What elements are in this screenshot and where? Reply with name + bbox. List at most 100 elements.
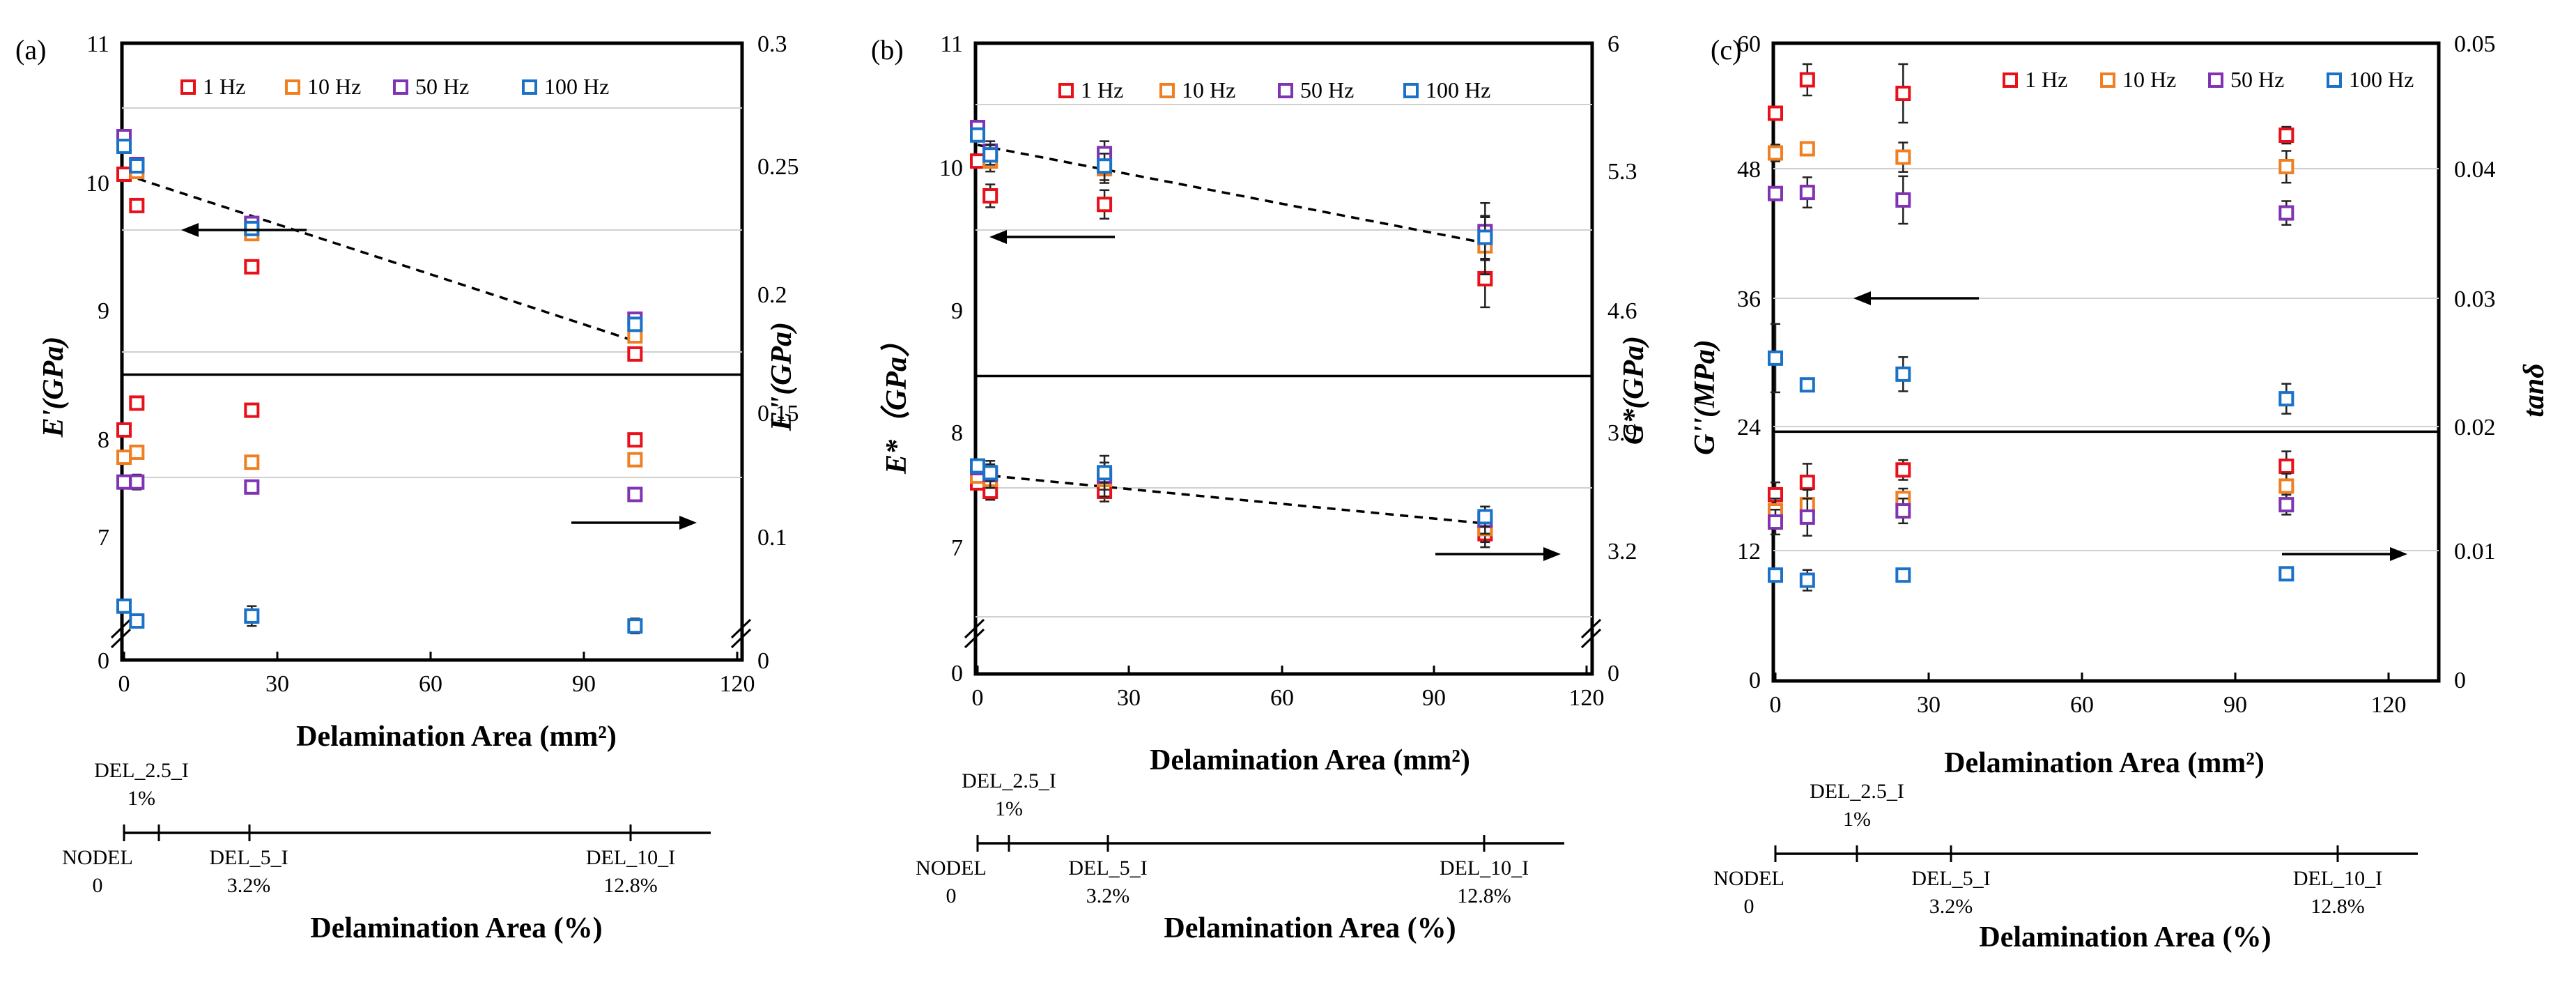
panel-a-right-ticks: 0.1 0.15 0.2 0.25 0.3 0 xyxy=(757,31,799,674)
data-point-100hz xyxy=(2278,566,2295,582)
x-tick-label: 30 xyxy=(1917,692,1941,718)
data-point-100hz xyxy=(627,618,643,634)
data-point-100hz xyxy=(1799,377,1815,393)
stage-name: DEL_10_I xyxy=(1440,857,1529,880)
data-point-100hz xyxy=(970,127,985,143)
stage-name: DEL_10_I xyxy=(586,846,675,869)
left-tick-label: 10 xyxy=(939,155,963,181)
data-point-100hz xyxy=(1477,229,1493,245)
data-point-100hz xyxy=(982,465,998,481)
panel-b-x-axis-label: Delamination Area (mm²) xyxy=(1150,744,1470,776)
x-tick-label: 120 xyxy=(2371,692,2407,718)
data-point-100hz xyxy=(129,613,145,629)
data-point-50hz xyxy=(129,474,145,490)
stage-value: 3.2% xyxy=(1929,895,1973,918)
data-point-100hz xyxy=(627,316,643,332)
stage-name: DEL_10_I xyxy=(2293,867,2382,890)
right-tick-label: 0.15 xyxy=(757,401,799,427)
left-tick-label: 7 xyxy=(98,525,109,551)
data-point-100hz xyxy=(244,608,260,624)
secondary-axis-label: Delamination Area (%) xyxy=(1979,921,2271,953)
x-tick-label: 60 xyxy=(419,671,442,697)
data-point-100hz xyxy=(116,598,132,614)
left-break-label: 0 xyxy=(951,661,963,686)
left-tick-label: 60 xyxy=(1737,31,1761,57)
stage-name: DEL_5_I xyxy=(1911,867,1990,890)
left-tick-label: 24 xyxy=(1737,415,1761,440)
data-point-1hz xyxy=(1097,197,1113,213)
left-tick-label: 11 xyxy=(940,31,963,57)
legend-swatch xyxy=(2208,72,2223,88)
panel-a-marks xyxy=(116,129,697,635)
left-tick-label: 9 xyxy=(98,298,109,324)
panel-c-legend: 1 Hz 10 Hz 50 Hz 100 Hz xyxy=(2003,67,2414,92)
right-tick-label: 4.6 xyxy=(1607,298,1637,324)
data-point-10hz xyxy=(627,452,643,468)
data-point-100hz xyxy=(982,147,998,163)
x-tick-label: 60 xyxy=(2070,692,2094,718)
data-point-100hz xyxy=(1477,509,1493,525)
x-tick-label: 60 xyxy=(1270,685,1294,711)
right-tick-label: 0.04 xyxy=(2454,157,2496,183)
legend-swatch xyxy=(1058,83,1074,98)
left-tick-label: 10 xyxy=(86,171,109,197)
data-point-1hz xyxy=(627,432,643,448)
axis-break-mark xyxy=(1580,618,1602,649)
stage-value: 12.8% xyxy=(1457,884,1511,907)
data-point-100hz xyxy=(970,458,985,474)
stage-value-del25: 1% xyxy=(995,797,1023,820)
data-point-1hz xyxy=(129,395,145,411)
panel-c: (c) 0 12 24 36 48 60 0 0.01 0.02 0.03 0.04 0.05 0 3… xyxy=(1689,31,2550,953)
axis-break-mark xyxy=(964,618,985,649)
x-tick-label: 90 xyxy=(572,671,596,697)
panel-c-secondary-axis: DEL_2.5_I 1% NODEL 0 DEL_5_I 3.2% DEL_10_I 12.8… xyxy=(1713,780,2418,953)
stage-name: NODEL xyxy=(62,846,133,869)
x-tick-label: 120 xyxy=(1569,685,1605,711)
right-tick-label: 0.3 xyxy=(757,31,787,57)
stage-value: 3.2% xyxy=(227,874,271,897)
legend-swatch xyxy=(285,79,300,95)
stage-name: NODEL xyxy=(916,857,987,880)
panel-c-x-axis-label: Delamination Area (mm²) xyxy=(1944,747,2265,779)
left-tick-label: 8 xyxy=(98,427,109,453)
data-point-1hz xyxy=(116,167,132,182)
left-tick-label: 8 xyxy=(951,420,963,446)
x-tick-label: 0 xyxy=(972,685,984,711)
panel-b-right-ticks: 3.2 3.9 4.6 5.3 6 0 xyxy=(1607,31,1637,686)
stage-value-del25: 1% xyxy=(128,787,155,810)
right-tick-label: 0.2 xyxy=(757,282,787,308)
x-tick-label: 0 xyxy=(118,671,130,697)
legend-swatch xyxy=(2003,72,2018,88)
data-point-1hz xyxy=(116,422,132,438)
right-tick-label: 6 xyxy=(1607,31,1619,57)
data-point-50hz xyxy=(116,474,132,490)
data-point-1hz xyxy=(244,259,260,275)
data-point-100hz xyxy=(1097,465,1113,481)
data-point-1hz xyxy=(1799,72,1815,88)
legend-swatch xyxy=(1403,83,1419,98)
legend-label: 1 Hz xyxy=(1081,77,1123,102)
data-point-1hz xyxy=(129,197,145,213)
panel-b-secondary-axis: DEL_2.5_I 1% NODEL 0 DEL_5_I 3.2% DEL_10_I 12.8… xyxy=(916,769,1564,944)
right-arrow-head xyxy=(2390,547,2407,561)
legend-label: 10 Hz xyxy=(307,74,361,99)
trend-line xyxy=(977,473,1486,525)
legend-swatch xyxy=(1278,83,1293,98)
left-arrow-head xyxy=(181,223,199,237)
panel-a-label: (a) xyxy=(15,34,46,66)
right-tick-label: 0.03 xyxy=(2454,286,2496,312)
legend-label: 100 Hz xyxy=(544,74,609,99)
right-tick-label: 3.9 xyxy=(1607,420,1637,446)
data-point-50hz xyxy=(2278,205,2295,221)
axis-break-mark xyxy=(730,618,752,649)
legend-label: 1 Hz xyxy=(203,74,245,99)
legend-swatch xyxy=(2100,72,2115,88)
trend-line xyxy=(123,173,635,343)
data-point-1hz xyxy=(1895,86,1911,101)
panel-a: (a) 7 8 9 10 11 0 0.1 0.15 0.2 0.25 0.3 0 0 30 60 90 1… xyxy=(15,31,799,944)
panel-b-frame xyxy=(973,41,1594,676)
legend-swatch xyxy=(180,79,196,95)
data-point-1hz xyxy=(970,153,985,169)
right-tick-label: 0.25 xyxy=(757,154,799,180)
